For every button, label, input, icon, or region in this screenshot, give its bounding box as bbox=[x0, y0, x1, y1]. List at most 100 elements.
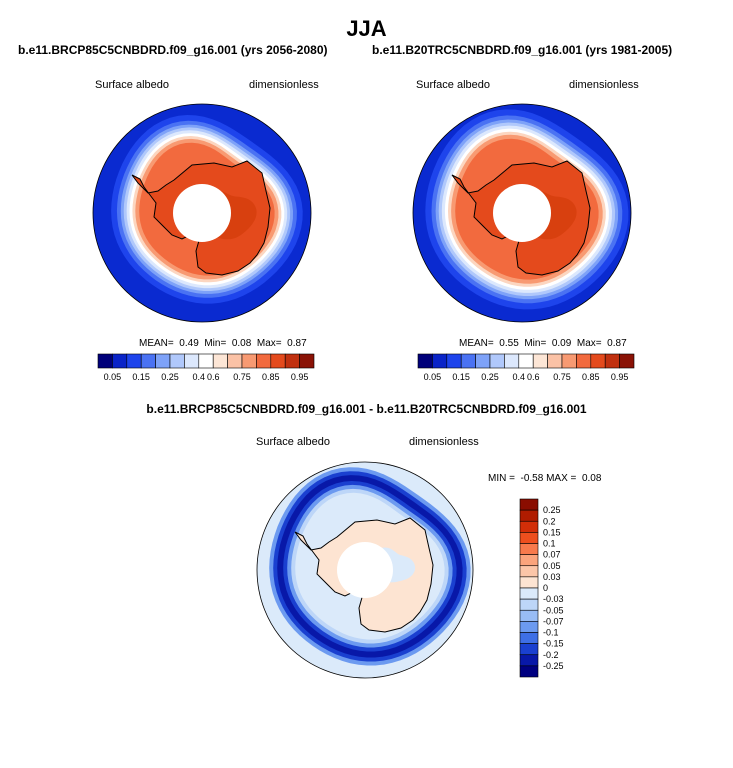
panel-2-colorbar-box-4 bbox=[475, 353, 491, 369]
difference-units: dimensionless bbox=[409, 436, 479, 448]
panel-1-stats: MEAN= 0.49 Min= 0.08 Max= 0.87 bbox=[139, 338, 307, 349]
difference-colorbar-tick-2: 0.15 bbox=[543, 527, 561, 537]
difference-colorbar-tick-6: 0.03 bbox=[543, 572, 561, 582]
difference-colorbar-box-11 bbox=[519, 621, 539, 633]
difference-colorbar-tick-4: 0.07 bbox=[543, 550, 561, 560]
panel-2-colorbar-box-8 bbox=[532, 353, 548, 369]
difference-colorbar-tick-0: 0.25 bbox=[543, 505, 561, 515]
panel-1-colorbar-box-9 bbox=[227, 353, 243, 369]
panel-2-colorbar: 0.05 0.15 0.25 0.4 0.6 0.75 0.85 0.95 bbox=[417, 353, 635, 382]
panel-2-polar-hole bbox=[493, 184, 551, 242]
panel-1-colorbar-tick-0: 0.05 bbox=[104, 372, 122, 382]
panel-2-colorbar-box-2 bbox=[446, 353, 462, 369]
difference-layers bbox=[257, 462, 473, 678]
panel-1-colorbar-tick-6: 0.85 bbox=[262, 372, 280, 382]
difference-colorbar-tick-12: -0.15 bbox=[543, 639, 564, 649]
difference-colorbar-tick-14: -0.25 bbox=[543, 661, 564, 671]
panel-1-layers bbox=[93, 104, 311, 322]
panel-1-colorbar-box-14 bbox=[299, 353, 315, 369]
difference-colorbar-tick-11: -0.1 bbox=[543, 628, 559, 638]
panel-1-colorbar-tick-7: 0.95 bbox=[291, 372, 309, 382]
panel-2-colorbar-box-12 bbox=[590, 353, 606, 369]
panel-1-colorbar-box-1 bbox=[112, 353, 128, 369]
difference-colorbar-box-10 bbox=[519, 609, 539, 622]
difference-colorbar-tick-3: 0.1 bbox=[543, 539, 556, 549]
panel-2-colorbar-box-7 bbox=[518, 353, 534, 369]
panel-1-polar-hole bbox=[173, 184, 231, 242]
difference-map bbox=[256, 461, 474, 679]
panel-2-colorbar-tick-6: 0.85 bbox=[582, 372, 600, 382]
difference-colorbar-box-6 bbox=[519, 565, 539, 578]
panel-2-colorbar-box-9 bbox=[547, 353, 563, 369]
panel-1-colorbar-box-5 bbox=[169, 353, 185, 369]
difference-colorbar-box-9 bbox=[519, 598, 539, 611]
panel-2-stats: MEAN= 0.55 Min= 0.09 Max= 0.87 bbox=[459, 338, 627, 349]
panel-1-colorbar-box-7 bbox=[198, 353, 214, 369]
panel-1-colorbar-box-0 bbox=[97, 353, 113, 369]
panel-1-colorbar-tick-5: 0.75 bbox=[233, 372, 251, 382]
panel-2-colorbar-box-11 bbox=[576, 353, 592, 369]
panel-2-colorbar-box-10 bbox=[561, 353, 577, 369]
panel-2-colorbar-box-1 bbox=[432, 353, 448, 369]
panel-1-colorbar-box-2 bbox=[126, 353, 142, 369]
panel-2-colorbar-box-0 bbox=[417, 353, 433, 369]
difference-colorbar-box-5 bbox=[519, 554, 539, 567]
panel-1-colorbar-box-13 bbox=[284, 353, 300, 369]
difference-colorbar-box-12 bbox=[519, 632, 539, 644]
panel-2-units: dimensionless bbox=[569, 79, 639, 91]
difference-title: b.e11.BRCP85C5CNBDRD.f09_g16.001 - b.e11… bbox=[146, 402, 587, 416]
panel-2-colorbar-box-3 bbox=[460, 353, 476, 369]
panel-1-colorbar-box-3 bbox=[140, 353, 156, 369]
difference-variable: Surface albedo bbox=[256, 436, 330, 448]
difference-colorbar-box-0 bbox=[519, 498, 539, 511]
panel-1-colorbar-tick-2: 0.25 bbox=[161, 372, 179, 382]
difference-colorbar-box-13 bbox=[519, 643, 539, 656]
panel-1-colorbar-tick-4: 0.6 bbox=[207, 372, 220, 382]
panel-1-colorbar: 0.05 0.15 0.25 0.4 0.6 0.75 0.85 0.95 bbox=[97, 353, 315, 382]
panel-1-colorbar-tick-3: 0.4 bbox=[193, 372, 206, 382]
panel-1-colorbar-box-8 bbox=[212, 353, 228, 369]
season-title: JJA bbox=[346, 16, 387, 41]
panel-2-colorbar-tick-5: 0.75 bbox=[553, 372, 571, 382]
panel-1-colorbar-tick-1: 0.15 bbox=[132, 372, 150, 382]
panel-1-map bbox=[92, 103, 312, 323]
panel-2-map bbox=[412, 103, 632, 323]
panel-2-layers bbox=[413, 104, 631, 322]
panel-2-colorbar-box-6 bbox=[504, 353, 520, 369]
panel-2-colorbar-box-14 bbox=[619, 353, 635, 369]
panel-2-colorbar-tick-3: 0.4 bbox=[513, 372, 526, 382]
difference-colorbar-tick-1: 0.2 bbox=[543, 516, 556, 526]
difference-border bbox=[256, 461, 474, 679]
panel-1-units: dimensionless bbox=[249, 79, 319, 91]
difference-colorbar-tick-9: -0.05 bbox=[543, 605, 564, 615]
difference-colorbar-box-7 bbox=[519, 576, 539, 589]
panel-2-colorbar-tick-4: 0.6 bbox=[527, 372, 540, 382]
panel-1-colorbar-box-12 bbox=[270, 353, 286, 369]
panel-1-colorbar-box-10 bbox=[241, 353, 257, 369]
panel-2-colorbar-tick-7: 0.95 bbox=[611, 372, 629, 382]
panel-2-colorbar-tick-0: 0.05 bbox=[424, 372, 442, 382]
difference-stats: MIN = -0.58 MAX = 0.08 bbox=[488, 473, 602, 484]
difference-colorbar-tick-8: -0.03 bbox=[543, 594, 564, 604]
panel-1-colorbar-box-4 bbox=[155, 353, 171, 369]
difference-colorbar-tick-10: -0.07 bbox=[543, 616, 564, 626]
panel-1-colorbar-box-11 bbox=[256, 353, 272, 369]
panel-1-case-title: b.e11.BRCP85C5CNBDRD.f09_g16.001 (yrs 20… bbox=[18, 43, 328, 57]
difference-colorbar-box-15 bbox=[519, 665, 539, 678]
panel-1-colorbar-box-6 bbox=[184, 353, 200, 369]
difference-colorbar-box-14 bbox=[519, 654, 539, 667]
panel-2-case-title: b.e11.B20TRC5CNBDRD.f09_g16.001 (yrs 198… bbox=[372, 43, 673, 57]
difference-colorbar-box-4 bbox=[519, 543, 539, 555]
difference-colorbar-tick-13: -0.2 bbox=[543, 650, 559, 660]
panel-1-variable: Surface albedo bbox=[95, 79, 169, 91]
difference-polar-hole bbox=[337, 542, 393, 598]
panel-2-colorbar-box-13 bbox=[604, 353, 620, 369]
difference-colorbar-tick-5: 0.05 bbox=[543, 561, 561, 571]
difference-colorbar-box-1 bbox=[519, 509, 539, 522]
difference-colorbar-tick-7: 0 bbox=[543, 583, 548, 593]
difference-colorbar-box-3 bbox=[519, 532, 539, 544]
difference-colorbar: 0.250.20.150.10.070.050.030-0.03-0.05-0.… bbox=[519, 498, 564, 678]
panel-2-colorbar-tick-2: 0.25 bbox=[481, 372, 499, 382]
difference-colorbar-box-2 bbox=[519, 520, 539, 533]
